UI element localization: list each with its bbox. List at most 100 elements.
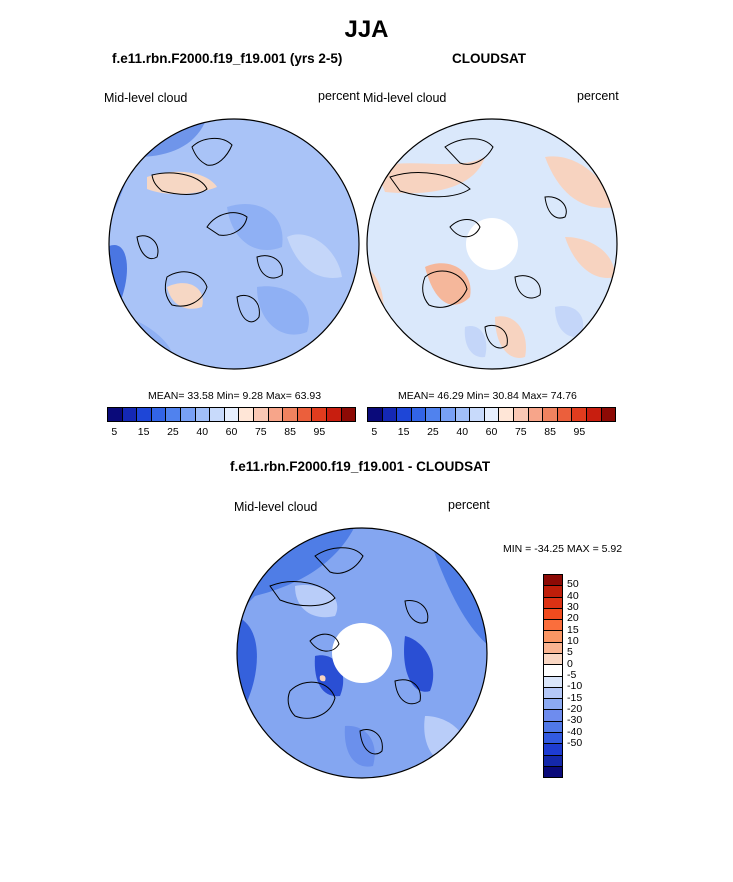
colorbar-tick-label: 60 <box>225 426 238 438</box>
colorbar-swatch <box>544 597 562 609</box>
obs-units-label: percent <box>577 89 619 103</box>
colorbar-swatch <box>513 408 529 421</box>
colorbar-tick-label: 95 <box>313 426 326 438</box>
colorbar-tick-label: 75 <box>254 426 267 438</box>
colorbar-swatch <box>195 408 211 421</box>
colorbar-swatch <box>455 408 471 421</box>
colorbar-tick-label: 5 <box>371 426 378 438</box>
obs-panel-title: CLOUDSAT <box>452 51 526 66</box>
colorbar-swatch <box>283 408 298 421</box>
colorbar-tick-label: 40 <box>567 589 579 602</box>
colorbar-swatch <box>108 408 123 421</box>
colorbar-tick-label: 15 <box>397 426 410 438</box>
colorbar-swatch <box>180 408 196 421</box>
colorbar-swatch <box>312 408 327 421</box>
colorbar-swatch <box>224 408 240 421</box>
colorbar-tick-label: 25 <box>427 426 439 438</box>
model-polar-map <box>108 118 360 370</box>
colorbar-swatch <box>470 408 485 421</box>
colorbar-tick-label: -40 <box>567 725 583 738</box>
colorbar-swatch <box>268 408 284 421</box>
colorbar-tick-label: 10 <box>567 635 579 647</box>
colorbar-swatch <box>586 408 602 421</box>
colorbar-tick-label: -15 <box>567 691 583 704</box>
colorbar-tick-label: -10 <box>567 680 583 693</box>
model-colorbar <box>107 407 356 422</box>
diff-polar-map <box>236 527 488 779</box>
colorbar-swatch <box>426 408 441 421</box>
colorbar-swatch <box>411 408 427 421</box>
obs-colorbar <box>367 407 616 422</box>
colorbar-swatch <box>572 408 587 421</box>
colorbar-swatch <box>544 631 562 643</box>
obs-variable-label: Mid-level cloud <box>363 91 447 105</box>
obs-stats: MEAN= 46.29 Min= 30.84 Max= 74.76 <box>398 390 577 402</box>
colorbar-tick-label: 15 <box>567 623 579 636</box>
colorbar-swatch <box>528 408 544 421</box>
colorbar-tick-label: 30 <box>567 601 579 613</box>
colorbar-swatch <box>253 408 269 421</box>
colorbar-tick-label: 95 <box>573 426 586 438</box>
colorbar-tick-label: 0 <box>567 657 573 670</box>
colorbar-tick-label: 85 <box>544 426 556 438</box>
colorbar-swatch <box>484 408 500 421</box>
diff-colorbar-ticks: 50 40 30 20 15 10 5 0 -5 -10 -15 -20 -30 -40 -50 <box>567 574 607 778</box>
colorbar-tick-label: 15 <box>137 426 150 438</box>
colorbar-tick-label: 60 <box>485 426 498 438</box>
colorbar-swatch <box>544 642 562 654</box>
colorbar-swatch <box>151 408 167 421</box>
colorbar-swatch <box>544 575 562 587</box>
diff-minmax: MIN = -34.25 MAX = 5.92 <box>503 543 623 555</box>
colorbar-tick-label: 50 <box>567 578 579 591</box>
colorbar-tick-label: -5 <box>567 669 577 681</box>
colorbar-swatch <box>544 699 562 711</box>
colorbar-swatch <box>544 676 562 688</box>
colorbar-tick-label: 85 <box>284 426 296 438</box>
diff-colorbar <box>543 574 563 778</box>
colorbar-swatch <box>544 653 562 666</box>
colorbar-tick-label: 5 <box>567 646 573 659</box>
colorbar-swatch <box>239 408 254 421</box>
colorbar-swatch <box>544 687 562 700</box>
colorbar-tick-label: -30 <box>567 714 583 727</box>
model-variable-label: Mid-level cloud <box>104 91 188 105</box>
colorbar-tick-label: 5 <box>111 426 118 438</box>
colorbar-swatch <box>397 408 412 421</box>
colorbar-swatch <box>601 408 616 421</box>
colorbar-tick-label: 75 <box>514 426 527 438</box>
colorbar-swatch <box>544 766 562 778</box>
colorbar-swatch <box>544 744 562 756</box>
colorbar-tick-label: 20 <box>567 612 579 625</box>
colorbar-tick-label: 40 <box>196 426 209 438</box>
obs-colorbar-ticks: 5 15 25 40 60 75 85 95 <box>367 426 616 440</box>
colorbar-swatch <box>382 408 398 421</box>
colorbar-tick-label: 25 <box>167 426 179 438</box>
colorbar-swatch <box>368 408 383 421</box>
colorbar-swatch <box>543 408 558 421</box>
colorbar-swatch <box>297 408 313 421</box>
colorbar-swatch <box>544 755 562 767</box>
colorbar-swatch <box>557 408 573 421</box>
model-stats: MEAN= 33.58 Min= 9.28 Max= 63.93 <box>148 390 322 402</box>
model-panel-title: f.e11.rbn.F2000.f19_f19.001 (yrs 2-5) <box>112 51 343 66</box>
colorbar-tick-label: -20 <box>567 703 583 715</box>
figure-title: JJA <box>344 16 389 43</box>
diff-units-label: percent <box>448 498 490 512</box>
colorbar-swatch <box>544 665 562 677</box>
model-units-label: percent <box>318 89 360 103</box>
colorbar-swatch <box>210 408 225 421</box>
colorbar-swatch <box>122 408 138 421</box>
colorbar-swatch <box>544 710 562 722</box>
colorbar-swatch <box>544 608 562 621</box>
model-colorbar-ticks: 5 15 25 40 60 75 85 95 <box>107 426 356 440</box>
colorbar-swatch <box>137 408 152 421</box>
obs-polar-map <box>366 118 618 370</box>
colorbar-tick-label: 40 <box>456 426 469 438</box>
diff-variable-label: Mid-level cloud <box>234 500 318 514</box>
colorbar-swatch <box>544 721 562 733</box>
colorbar-swatch <box>544 586 562 598</box>
colorbar-swatch <box>544 732 562 745</box>
colorbar-swatch <box>326 408 342 421</box>
colorbar-swatch <box>499 408 514 421</box>
colorbar-swatch <box>440 408 456 421</box>
